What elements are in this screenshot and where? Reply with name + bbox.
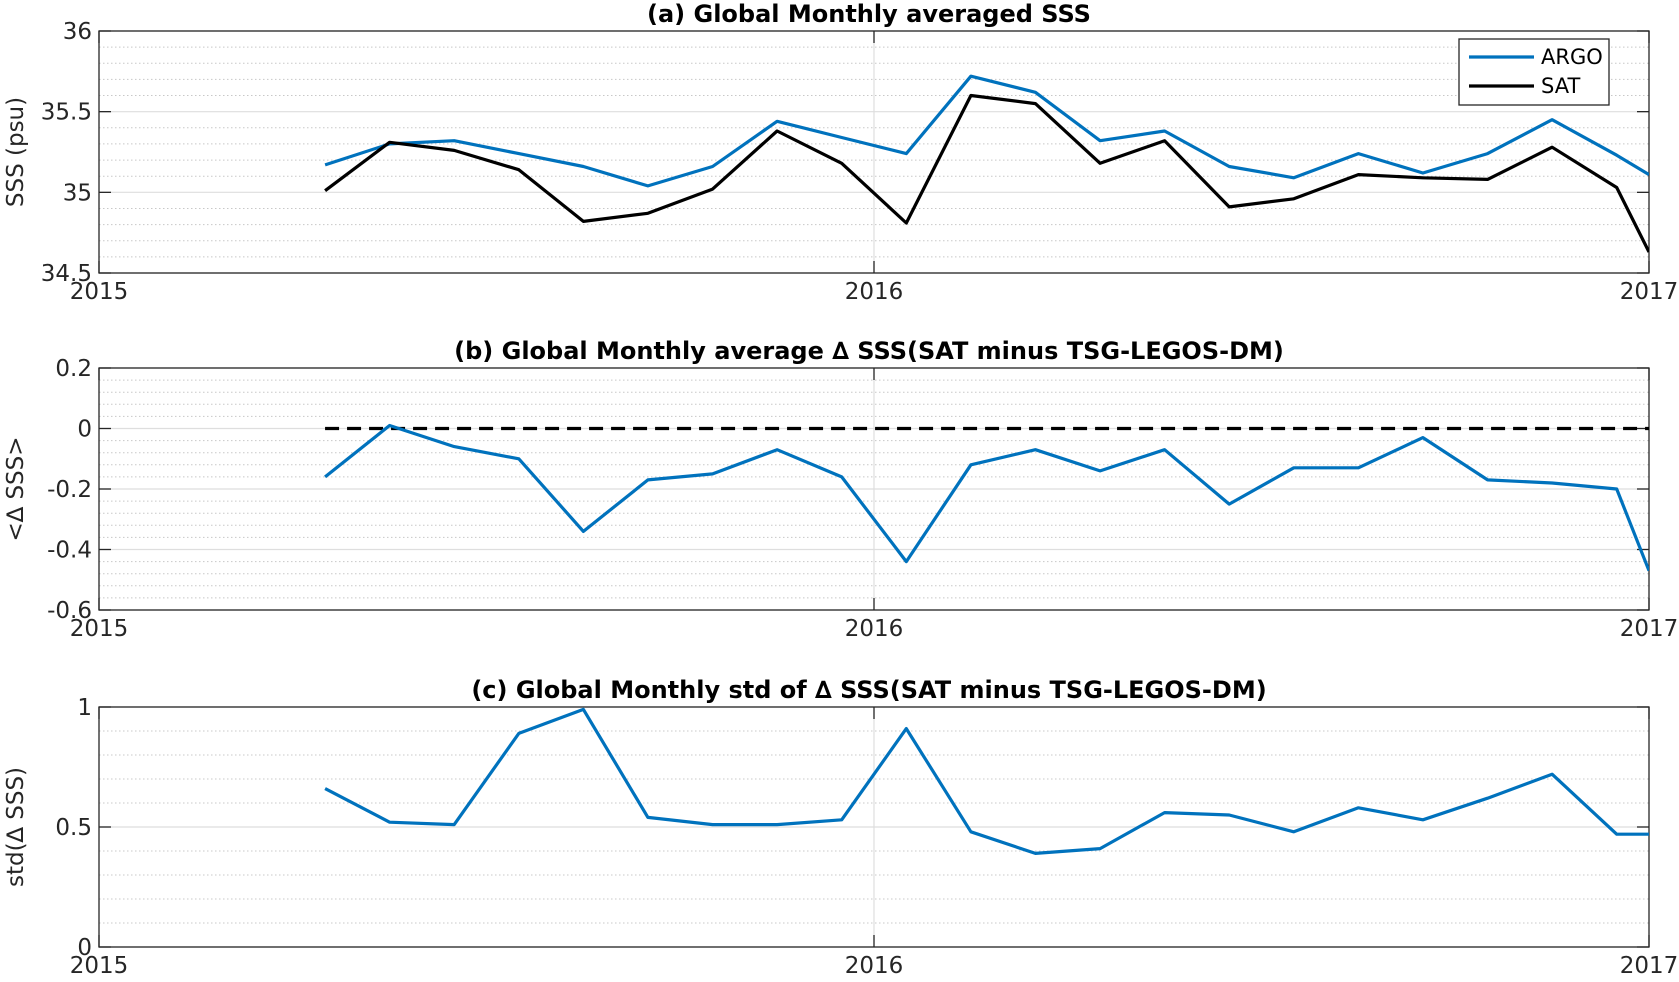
chart-1-y-axis-label: SSS (psu)	[3, 97, 29, 207]
chart-1-y-tick-label: 34.5	[41, 261, 92, 287]
chart-1-y-tick-label: 35	[63, 180, 92, 206]
chart-3-x-tick-label: 2015	[70, 953, 129, 979]
chart-2-series-line	[324, 423, 1649, 572]
chart-2-x-tick-label: 2017	[1620, 616, 1679, 642]
chart-1-x-tick-label: 2015	[70, 279, 129, 305]
chart-1: 2015 2016 2017 34.5 35 35.5 36 (a) Global Month…	[3, 0, 1678, 305]
chart-1-argo-line	[324, 74, 1649, 188]
chart-1-legend-box	[1458, 38, 1610, 106]
chart-2: 2015 2016 2017 -0.6 -0.4 -0.2 0 0.2 (b) Global M…	[3, 337, 1678, 642]
chart-2-y-tick-label: -0.6	[47, 598, 92, 624]
chart-2-title: (b) Global Monthly average ∆ SSS(SAT min…	[454, 337, 1284, 365]
chart-2-grid	[99, 367, 1649, 611]
chart-1-legend: ARGO SAT	[1458, 38, 1610, 106]
chart-2-x-tick-label: 2016	[845, 616, 904, 642]
chart-2-y-tick-label: 0.2	[55, 356, 92, 382]
chart-1-y-tick-label: 36	[63, 19, 92, 45]
chart-3: 2015 2016 2017 0 0.5 1 (c) Global Monthly std …	[3, 676, 1678, 979]
chart-2-x-tick-label: 2015	[70, 616, 129, 642]
chart-3-y-tick-label: 1	[77, 695, 92, 721]
chart-3-y-axis-label: std(∆ SSS)	[3, 767, 29, 887]
chart-3-y-tick-label: 0	[77, 935, 92, 961]
chart-2-y-tick-label: -0.4	[47, 538, 92, 564]
chart-2-y-tick-label: -0.2	[47, 477, 92, 503]
chart-1-legend-label-argo: ARGO	[1541, 45, 1603, 69]
chart-3-x-tick-label: 2017	[1620, 953, 1679, 979]
chart-3-x-tick-label: 2016	[845, 953, 904, 979]
chart-1-sat-line	[324, 93, 1649, 253]
chart-3-title: (c) Global Monthly std of ∆ SSS(SAT minu…	[471, 676, 1266, 704]
chart-3-series-line	[324, 707, 1649, 856]
chart-2-y-tick-label: 0	[77, 417, 92, 443]
chart-1-y-tick-label: 35.5	[41, 100, 92, 126]
chart-1-x-tick-label: 2016	[845, 279, 904, 305]
chart-1-legend-label-sat: SAT	[1541, 74, 1580, 98]
chart-3-y-tick-label: 0.5	[55, 815, 92, 841]
chart-1-title: (a) Global Monthly averaged SSS	[647, 0, 1091, 28]
chart-1-x-tick-label: 2017	[1620, 279, 1679, 305]
chart-2-y-axis-label: <∆ SSS>	[3, 436, 29, 541]
